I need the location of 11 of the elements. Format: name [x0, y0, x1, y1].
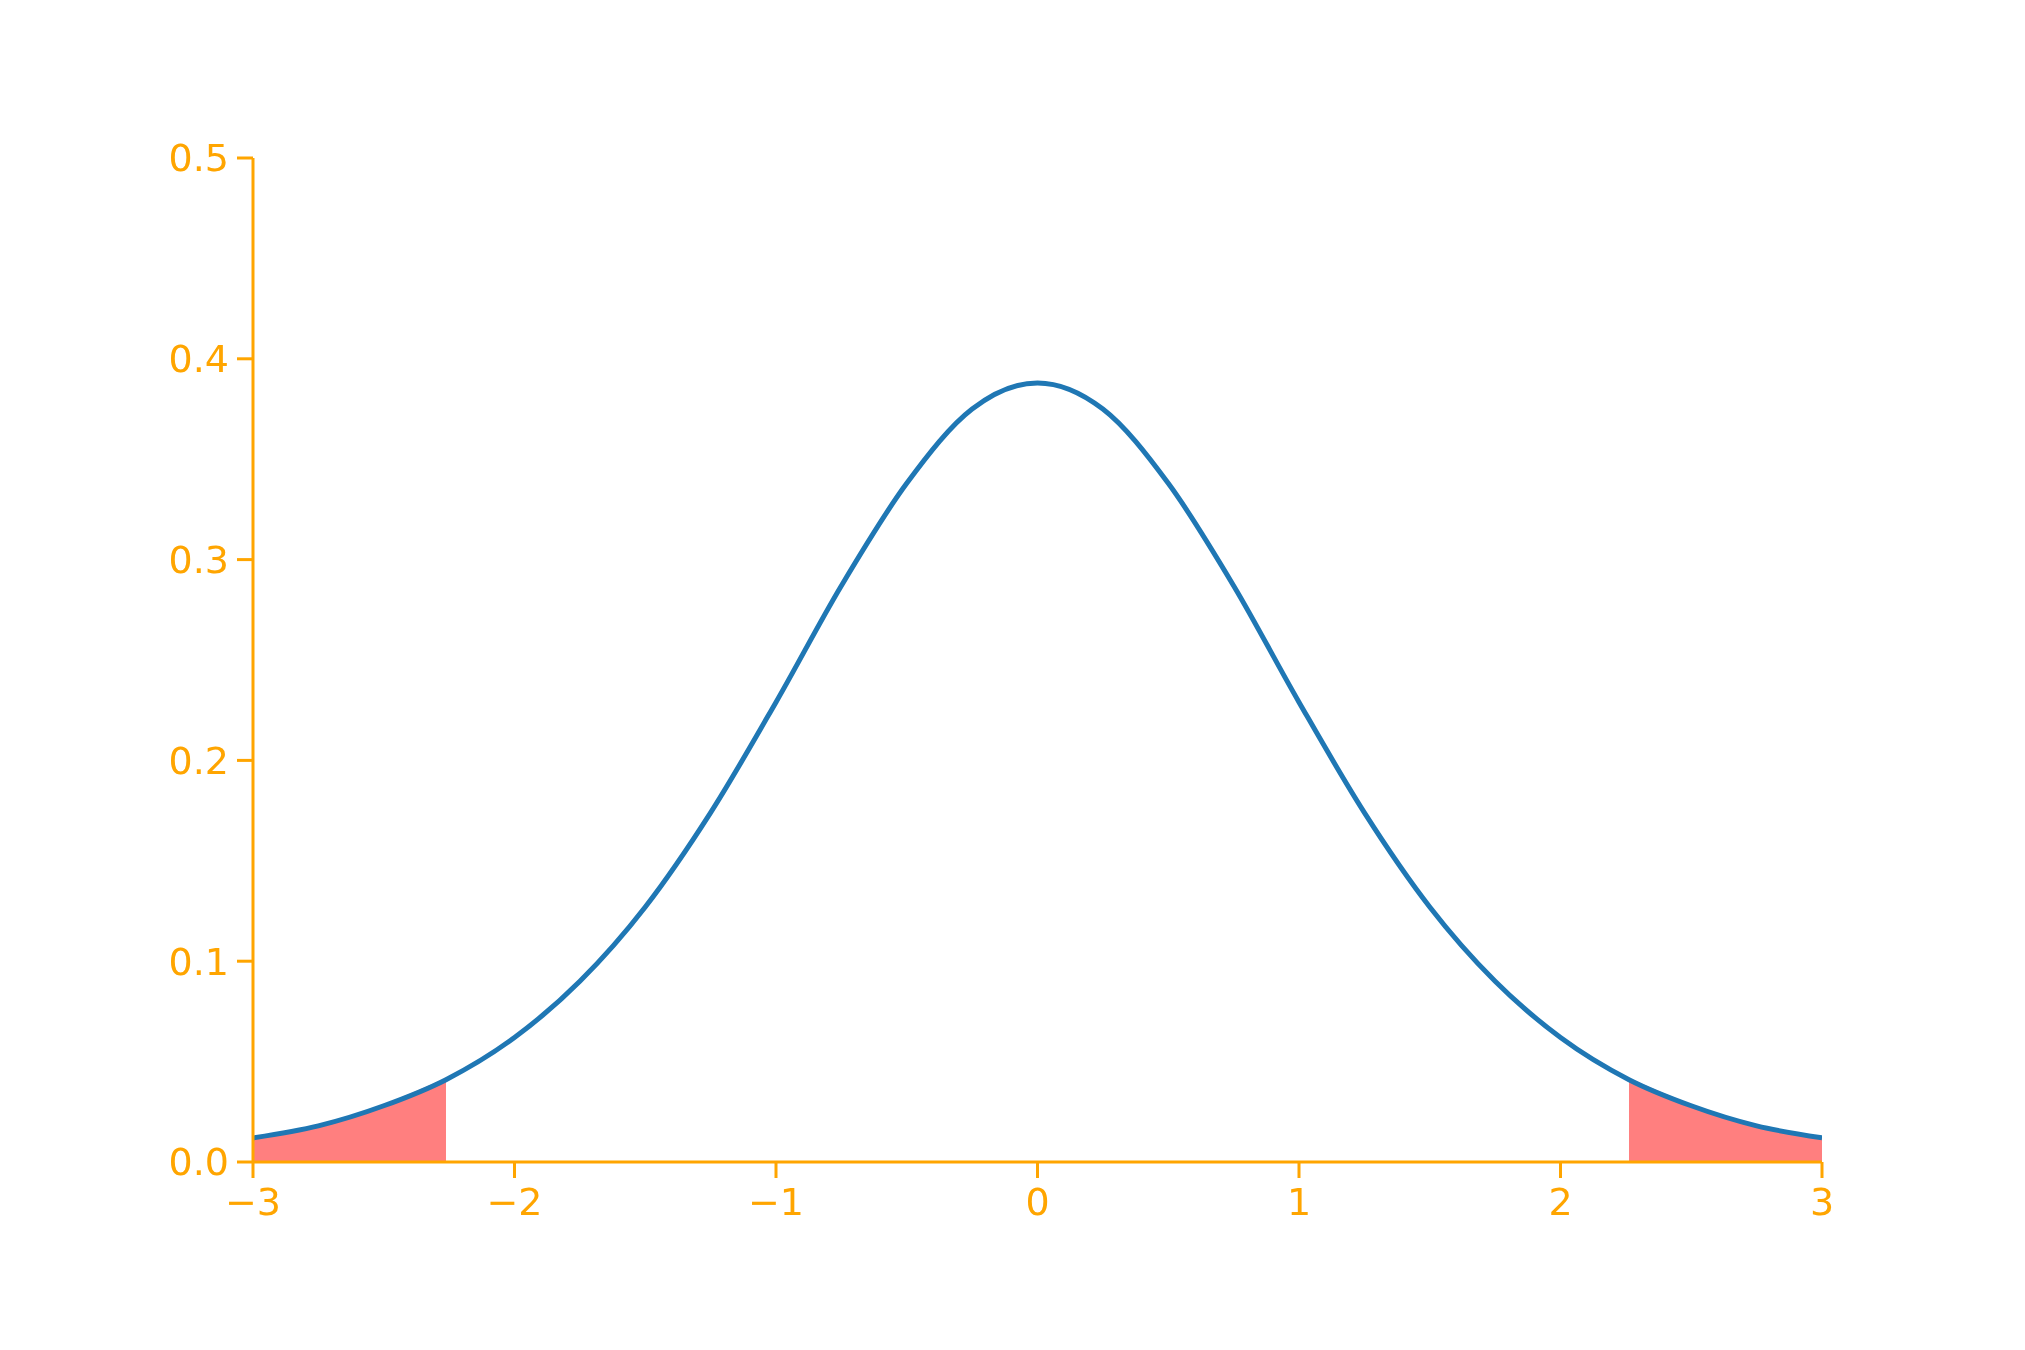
- x-tick-label: 2: [1548, 1179, 1573, 1224]
- y-tick-label: 0.3: [168, 538, 229, 583]
- y-tick-label: 0.2: [168, 738, 229, 783]
- x-tick-label: 0: [1025, 1179, 1050, 1224]
- x-tick-label: −1: [747, 1179, 805, 1224]
- x-tick-label: −2: [486, 1179, 543, 1224]
- y-tick-label: 0.5: [168, 136, 229, 181]
- y-tick-label: 0.1: [168, 939, 229, 984]
- y-tick-label: 0.4: [168, 337, 229, 382]
- x-tick-label: 1: [1286, 1179, 1312, 1224]
- x-tick-label: 3: [1809, 1179, 1835, 1224]
